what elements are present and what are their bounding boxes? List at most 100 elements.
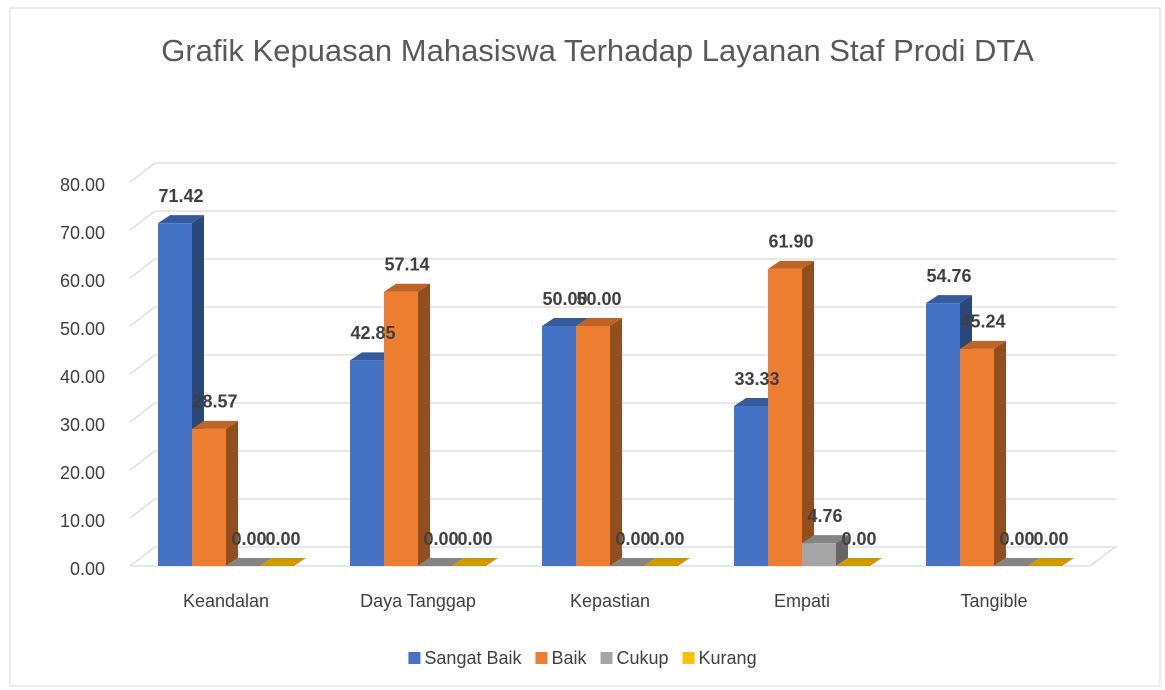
bar [418,558,464,566]
bar [1028,558,1074,566]
bar [226,558,272,566]
x-tick-label: Kepastian [570,591,650,611]
grid-line-side [129,450,156,471]
legend-label: Baik [551,648,587,668]
bar [836,558,882,566]
bar [384,283,430,566]
chart-title: Grafik Kepuasan Mahasiswa Terhadap Layan… [161,33,1034,68]
bar-top [260,558,306,566]
bar [994,558,1040,566]
bar-top [1028,558,1074,566]
bar-top [644,558,690,566]
bar-front [960,348,994,566]
legend-label: Cukup [617,648,669,668]
bar-top [542,318,588,326]
bar-front [926,303,960,566]
data-label: 71.42 [158,186,203,206]
grid-line-side [129,402,156,423]
x-tick-label: Tangible [960,591,1027,611]
bar [192,420,238,566]
data-label: 0.00 [457,529,492,549]
bar [452,558,498,566]
data-label: 61.90 [768,232,813,252]
grid-line-side [129,546,156,567]
x-tick-label: Empati [774,591,830,611]
x-tick-label: Keandalan [183,591,269,611]
data-label: 0.00 [999,529,1034,549]
bar-front [384,291,418,566]
bar-front [802,543,836,566]
bar-side [610,318,622,566]
grid-line-side [129,258,156,279]
data-label: 0.00 [265,529,300,549]
bar [802,535,848,566]
bar-top [836,558,882,566]
bar [644,558,690,566]
bar-front [576,326,610,566]
bar-top [926,295,972,304]
y-tick-label: 20.00 [60,463,105,483]
bar-front [192,428,226,566]
bar-top [610,558,656,566]
legend: Sangat Baik Baik Cukup Kurang [408,648,757,668]
legend-label: Sangat Baik [424,648,522,668]
grid-line-side [129,306,156,327]
bar-front [542,326,576,566]
grid-line-side [129,210,156,231]
y-tick-label: 30.00 [60,415,105,435]
bar-front [768,268,802,566]
bar-side [994,340,1006,566]
data-label: 0.00 [649,529,684,549]
bar-top [994,558,1040,566]
bar-top [452,558,498,566]
data-label: 50.00 [542,289,587,309]
title-box: Grafik Kepuasan Mahasiswa Terhadap Layan… [161,33,1034,68]
bar-top [960,340,1006,349]
bar-top [192,420,238,429]
data-label: 57.14 [384,254,429,274]
bar [260,558,306,566]
grid-line-side [129,498,156,519]
data-label: 0.00 [231,529,266,549]
legend-swatch [600,652,613,664]
bar-front [158,223,192,566]
bar-side [226,420,238,566]
floor-right [1089,546,1116,567]
bar [960,340,1006,566]
data-label: 33.33 [734,369,779,389]
y-tick-label: 10.00 [60,511,105,531]
data-label: 54.76 [926,266,971,286]
data-label: 0.00 [615,529,650,549]
legend-swatch [682,652,695,664]
bar-side [418,283,430,566]
bar-top [226,558,272,566]
data-label: 28.57 [192,392,237,412]
data-label: 0.00 [841,529,876,549]
legend-swatch [535,652,548,664]
bar [576,318,622,566]
bar-front [350,360,384,566]
data-label: 42.85 [350,323,395,343]
y-tick-label: 50.00 [60,319,105,339]
bar-side [802,260,814,566]
grid-line-side [129,162,156,183]
bar-side [836,535,848,566]
y-tick-label: 80.00 [60,175,105,195]
bar-top [802,535,848,544]
bar-top [768,260,814,269]
data-label: 0.00 [1033,529,1068,549]
grid-line-side [129,354,156,375]
bar [768,260,814,566]
bar [610,558,656,566]
data-label: 45.24 [960,312,1005,332]
x-tick-label: Daya Tanggap [360,591,476,611]
bar-top [418,558,464,566]
y-tick-label: 0.00 [70,559,105,579]
bar-front [734,406,768,566]
data-label: 50.00 [576,289,621,309]
legend-label: Kurang [699,648,757,668]
y-tick-label: 70.00 [60,223,105,243]
bar-top [576,318,622,326]
